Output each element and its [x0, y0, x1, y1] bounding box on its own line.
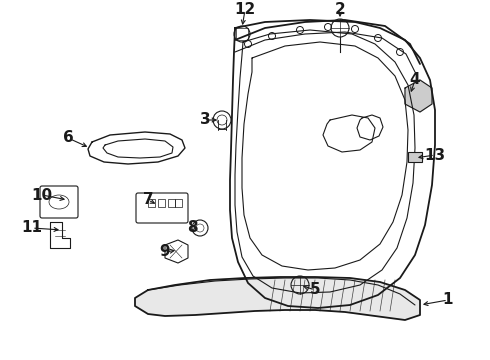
- Text: 6: 6: [63, 130, 74, 145]
- Bar: [168, 199, 175, 207]
- Text: 1: 1: [443, 292, 453, 307]
- Text: 2: 2: [335, 3, 345, 18]
- Text: 3: 3: [200, 112, 210, 127]
- Text: 11: 11: [22, 220, 43, 235]
- Bar: [158, 199, 165, 207]
- Bar: [236, 28, 248, 40]
- Bar: [408, 152, 422, 162]
- Text: 4: 4: [410, 72, 420, 87]
- Polygon shape: [135, 277, 420, 320]
- Bar: [148, 199, 155, 207]
- Bar: [175, 199, 182, 207]
- Text: 5: 5: [310, 283, 320, 297]
- Polygon shape: [405, 80, 432, 112]
- Text: 13: 13: [424, 148, 445, 162]
- Text: 12: 12: [234, 3, 256, 18]
- Text: 8: 8: [187, 220, 197, 235]
- Text: 7: 7: [143, 193, 153, 207]
- Text: 9: 9: [160, 244, 171, 260]
- Text: 10: 10: [31, 188, 52, 202]
